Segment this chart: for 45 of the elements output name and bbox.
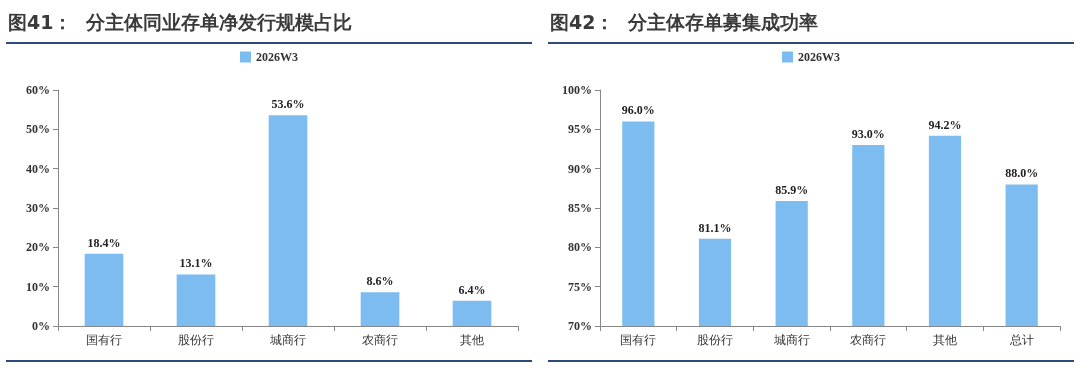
data-label: 81.1% bbox=[698, 220, 732, 235]
chart-title: 图41： 分主体同业存单净发行规模占比 bbox=[6, 4, 532, 44]
y-tick-label: 100% bbox=[562, 83, 592, 97]
bar bbox=[268, 115, 308, 326]
data-label: 8.6% bbox=[366, 274, 394, 289]
x-tick-label: 其他 bbox=[933, 333, 957, 347]
y-tick-label: 50% bbox=[26, 122, 50, 137]
y-tick-label: 40% bbox=[26, 161, 50, 176]
y-tick-label: 0% bbox=[32, 319, 50, 333]
x-tick-label: 农商行 bbox=[850, 333, 887, 347]
data-label: 53.6% bbox=[271, 97, 305, 112]
y-tick-label: 85% bbox=[568, 201, 592, 215]
data-label: 6.4% bbox=[458, 282, 486, 297]
y-tick-label: 80% bbox=[568, 240, 592, 255]
y-tick-label: 20% bbox=[26, 240, 50, 255]
x-tick-label: 国有行 bbox=[86, 333, 122, 347]
y-tick-label: 60% bbox=[26, 83, 50, 97]
bar bbox=[176, 274, 216, 326]
bar bbox=[84, 253, 124, 326]
x-tick-label: 股份行 bbox=[178, 333, 214, 347]
data-label: 93.0% bbox=[851, 127, 885, 142]
y-tick-label: 95% bbox=[568, 122, 592, 137]
y-tick-label: 30% bbox=[26, 201, 50, 215]
data-label: 13.1% bbox=[179, 256, 213, 271]
x-tick-label: 城商行 bbox=[269, 333, 306, 347]
x-tick-label: 总计 bbox=[1008, 333, 1034, 347]
y-tick-label: 10% bbox=[26, 279, 50, 294]
x-tick-label: 其他 bbox=[460, 333, 484, 347]
bar bbox=[360, 292, 400, 326]
x-tick-label: 城商行 bbox=[772, 333, 810, 347]
data-label: 18.4% bbox=[87, 235, 121, 250]
data-label: 94.2% bbox=[928, 117, 962, 132]
x-tick-label: 农商行 bbox=[362, 333, 398, 347]
data-label: 85.9% bbox=[775, 182, 809, 197]
y-tick-label: 75% bbox=[568, 279, 592, 294]
x-tick-label: 股份行 bbox=[697, 333, 733, 347]
legend-label: 2026W3 bbox=[256, 50, 298, 64]
bar bbox=[452, 300, 492, 326]
x-tick-label: 国有行 bbox=[620, 333, 657, 347]
y-tick-label: 70% bbox=[568, 319, 592, 333]
legend-label: 2026W3 bbox=[798, 50, 840, 64]
chart-title: 图42： 分主体存单募集成功率 bbox=[548, 4, 1074, 44]
y-tick-label: 90% bbox=[568, 161, 592, 176]
data-label: 96.0% bbox=[621, 103, 655, 118]
data-label: 88.0% bbox=[1005, 166, 1039, 181]
